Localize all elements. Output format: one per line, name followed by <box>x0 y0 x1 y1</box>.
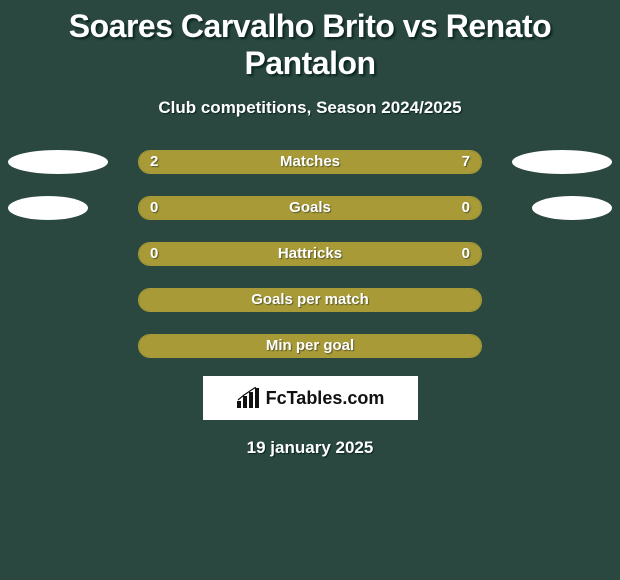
stat-value-left: 0 <box>150 196 158 220</box>
stat-value-right: 7 <box>462 150 470 174</box>
player-right-ellipse <box>532 196 612 220</box>
stat-value-right: 0 <box>462 242 470 266</box>
date-text: 19 january 2025 <box>0 438 620 458</box>
stat-row: Matches2 7 <box>0 150 620 174</box>
player-left-ellipse <box>8 196 88 220</box>
stat-row: Goals per match <box>0 288 620 312</box>
logo-bars-icon <box>236 387 262 409</box>
page-title: Soares Carvalho Brito vs Renato Pantalon <box>0 0 620 82</box>
stat-row: Goals0 0 <box>0 196 620 220</box>
stat-row: Hattricks0 0 <box>0 242 620 266</box>
page-subtitle: Club competitions, Season 2024/2025 <box>0 98 620 118</box>
stat-label: Goals per match <box>138 288 482 312</box>
logo-text: FcTables.com <box>266 388 385 409</box>
stat-row: Min per goal <box>0 334 620 358</box>
stat-value-right: 0 <box>462 196 470 220</box>
player-left-ellipse <box>8 150 108 174</box>
stat-value-left: 2 <box>150 150 158 174</box>
logo-box: FcTables.com <box>203 376 418 420</box>
stat-value-left: 0 <box>150 242 158 266</box>
stat-label: Matches <box>138 150 482 174</box>
stat-label: Min per goal <box>138 334 482 358</box>
player-right-ellipse <box>512 150 612 174</box>
stat-rows-container: Matches27Goals00Hattricks00Goals per mat… <box>0 150 620 358</box>
stat-label: Hattricks <box>138 242 482 266</box>
stat-label: Goals <box>138 196 482 220</box>
